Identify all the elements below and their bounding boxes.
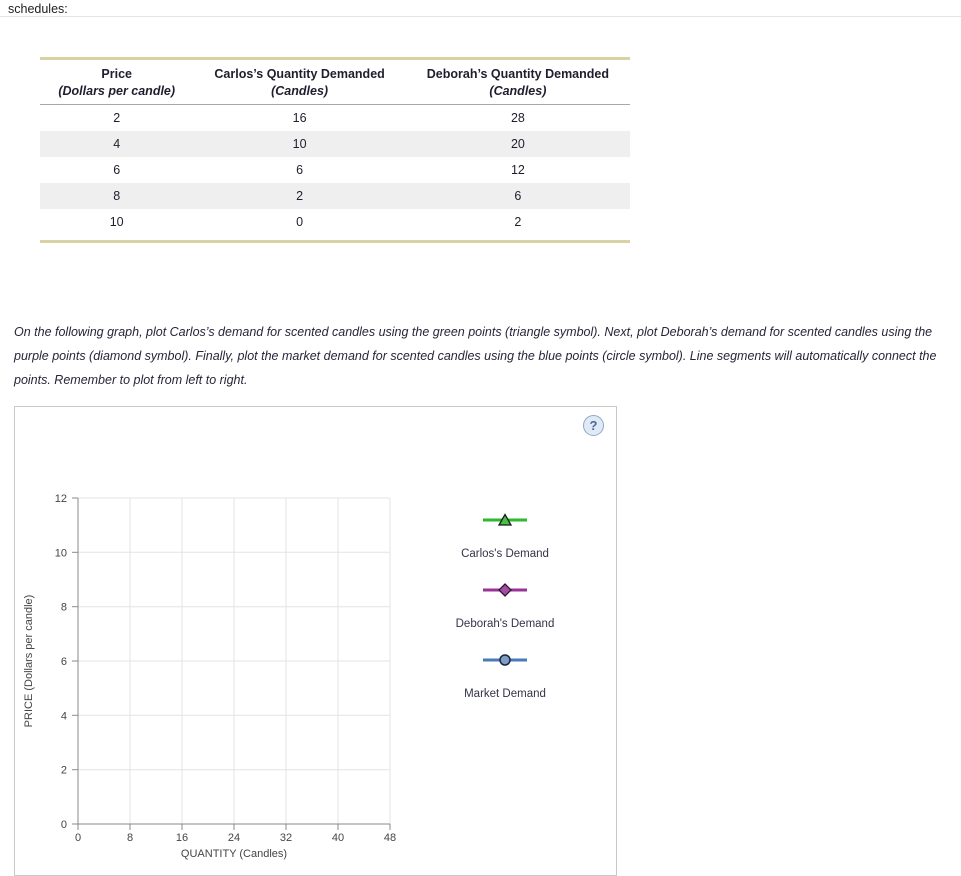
table-row: 6 6 12 (40, 157, 630, 183)
x-tick: 16 (176, 832, 188, 844)
legend-item-deborah-demand[interactable]: Deborah's Demand (435, 583, 575, 631)
x-tick: 0 (75, 832, 81, 844)
table-cell: 20 (510, 136, 525, 151)
help-button[interactable]: ? (583, 415, 604, 436)
x-tick: 32 (280, 832, 292, 844)
plot-area[interactable] (78, 498, 390, 824)
axes (72, 497, 391, 830)
table-header-row: Price (Dollars per candle) Carlos’s Quan… (40, 60, 630, 105)
table-header-price: Price (Dollars per candle) (40, 60, 194, 105)
x-axis-title: QUANTITY (Candles) (181, 848, 287, 860)
diamond-point-icon[interactable] (483, 583, 527, 597)
table-row: 10 0 2 (40, 209, 630, 235)
x-tick-labels: 0 8 16 24 32 40 48 (75, 832, 396, 844)
table-row: 8 2 6 (40, 182, 630, 209)
top-divider (0, 16, 961, 17)
legend-label-deborah: Deborah's Demand (455, 618, 555, 630)
page-top-label: schedules: (8, 2, 68, 16)
x-tick: 48 (384, 832, 396, 844)
table-cell: 12 (510, 162, 525, 177)
legend-label-market: Market Demand (464, 688, 546, 700)
table-cell: 16 (292, 110, 307, 125)
table-row: 2 16 28 (40, 105, 630, 131)
circle-point-icon[interactable] (483, 653, 527, 667)
table-cell: 0 (296, 214, 304, 229)
table-cell: 2 (113, 110, 121, 125)
table-cell: 6 (514, 188, 522, 203)
triangle-point-icon[interactable] (483, 513, 527, 527)
table-cell: 6 (296, 162, 304, 177)
x-tick: 40 (332, 832, 344, 844)
x-tick: 8 (127, 832, 133, 844)
table-header-deborah: Deborah’s Quantity Demanded (Candles) (405, 60, 630, 105)
y-tick-labels: 12 10 8 6 4 2 0 (55, 493, 67, 831)
y-tick: 4 (61, 710, 67, 722)
table-cell: 8 (113, 188, 121, 203)
demand-graph: 12 10 8 6 4 2 0 0 8 16 24 32 40 48 PRICE… (23, 493, 396, 860)
table-cell: 2 (514, 214, 522, 229)
table-cell: 28 (510, 110, 525, 125)
table-cell: 4 (113, 136, 121, 151)
y-tick: 0 (61, 819, 67, 831)
y-tick: 10 (55, 547, 67, 559)
table-cell: 2 (296, 188, 304, 203)
y-tick: 8 (61, 602, 67, 614)
table-cell: 10 (292, 136, 307, 151)
instructions-text: On the following graph, plot Carlos’s de… (14, 325, 937, 387)
graph-panel: ? (14, 406, 617, 876)
y-tick: 12 (55, 493, 67, 505)
demand-schedule-table: Price (Dollars per candle) Carlos’s Quan… (40, 57, 630, 243)
y-tick: 6 (61, 656, 67, 668)
legend-label-carlos: Carlos's Demand (461, 548, 549, 560)
y-tick: 2 (61, 765, 67, 777)
legend-item-market-demand[interactable]: Market Demand (435, 653, 575, 701)
table-header-carlos: Carlos’s Quantity Demanded (Candles) (193, 60, 406, 105)
y-axis-title: PRICE (Dollars per candle) (23, 595, 35, 728)
x-tick: 24 (228, 832, 240, 844)
table-cell: 6 (113, 162, 121, 177)
table-cell: 10 (109, 214, 124, 229)
legend-item-carlos-demand[interactable]: Carlos's Demand (435, 513, 575, 561)
table-row: 4 10 20 (40, 130, 630, 157)
